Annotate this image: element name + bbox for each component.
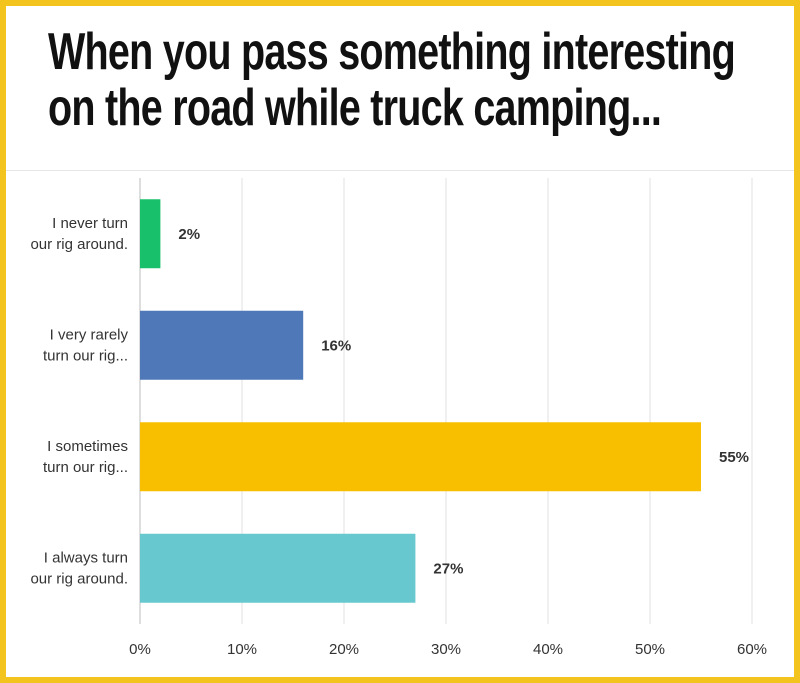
category-label-4-line-1: I always turn — [44, 549, 128, 566]
x-tick-label-20: 20% — [329, 641, 359, 658]
value-label-1: 2% — [178, 226, 200, 243]
x-tick-label-40: 40% — [533, 641, 563, 658]
bar-1 — [140, 199, 161, 269]
x-tick-label-60: 60% — [737, 641, 767, 658]
category-label-4: I always turn our rig around. — [30, 549, 128, 587]
category-label-1-line-2: our rig around. — [30, 236, 128, 253]
x-tick-label-30: 30% — [431, 641, 461, 658]
value-labels: 2% 16% 55% 27% — [178, 226, 749, 578]
category-label-1: I never turn our rig around. — [30, 215, 128, 253]
bar-3 — [140, 422, 701, 492]
bar-4 — [140, 533, 416, 603]
category-label-3-line-2: turn our rig... — [43, 459, 128, 476]
category-labels: I never turn our rig around. I very rarely… — [30, 215, 128, 588]
category-label-3: I sometimes turn our rig... — [43, 438, 128, 476]
category-label-2-line-2: turn our rig... — [43, 347, 128, 364]
bars — [140, 199, 701, 603]
category-label-2: I very rarely turn our rig... — [43, 326, 129, 364]
value-label-3: 55% — [719, 449, 749, 466]
category-label-3-line-1: I sometimes — [47, 438, 128, 455]
title-band — [6, 6, 794, 170]
x-axis-ticks: 0% 10% 20% 30% 40% 50% 60% — [129, 641, 767, 658]
value-label-4: 27% — [433, 560, 463, 577]
bar-2 — [140, 310, 304, 380]
x-tick-label-0: 0% — [129, 641, 151, 658]
title-divider — [6, 170, 794, 171]
x-tick-label-10: 10% — [227, 641, 257, 658]
x-tick-label-50: 50% — [635, 641, 665, 658]
category-label-4-line-2: our rig around. — [30, 570, 128, 587]
category-label-2-line-1: I very rarely — [50, 326, 129, 343]
chart-title-line-2: on the road while truck camping... — [48, 79, 662, 137]
category-label-1-line-1: I never turn — [52, 215, 128, 232]
value-label-2: 16% — [321, 337, 351, 354]
